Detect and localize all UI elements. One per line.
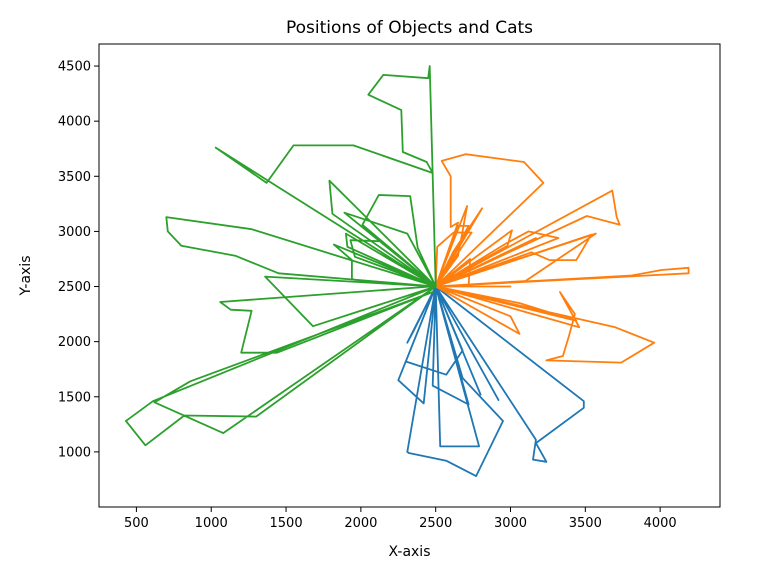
plot-area-frame bbox=[98, 43, 721, 508]
x-tick-label: 3000 bbox=[494, 516, 527, 531]
series-line-1 bbox=[397, 285, 585, 478]
series-line-3 bbox=[125, 65, 437, 447]
x-tick-label: 2500 bbox=[419, 516, 452, 531]
y-tick-label: 4500 bbox=[58, 60, 91, 75]
y-tick-label: 2500 bbox=[58, 280, 91, 295]
y-tick-label: 3000 bbox=[58, 225, 91, 240]
y-tick-label: 1500 bbox=[58, 390, 91, 405]
y-tick-label: 4000 bbox=[58, 115, 91, 130]
series-line-2 bbox=[434, 153, 690, 364]
x-tick-label: 2000 bbox=[344, 516, 377, 531]
y-axis-label: Y-axis bbox=[18, 256, 34, 297]
y-tick-label: 3500 bbox=[58, 170, 91, 185]
x-tick-label: 4000 bbox=[644, 516, 677, 531]
y-tick-label: 2000 bbox=[58, 335, 91, 350]
x-tick-label: 3500 bbox=[569, 516, 602, 531]
x-tick-label: 1000 bbox=[195, 516, 228, 531]
series-lines bbox=[125, 65, 690, 478]
x-axis-label: X-axis bbox=[389, 544, 431, 560]
y-tick-label: 1000 bbox=[58, 445, 91, 460]
x-tick-label: 500 bbox=[124, 516, 149, 531]
axis-ticks: 500 1000 1500 2000 2500 3000 3500 4000 1000 1500 2… bbox=[58, 60, 677, 531]
chart-title: Positions of Objects and Cats bbox=[286, 18, 533, 38]
x-tick-label: 1500 bbox=[270, 516, 303, 531]
